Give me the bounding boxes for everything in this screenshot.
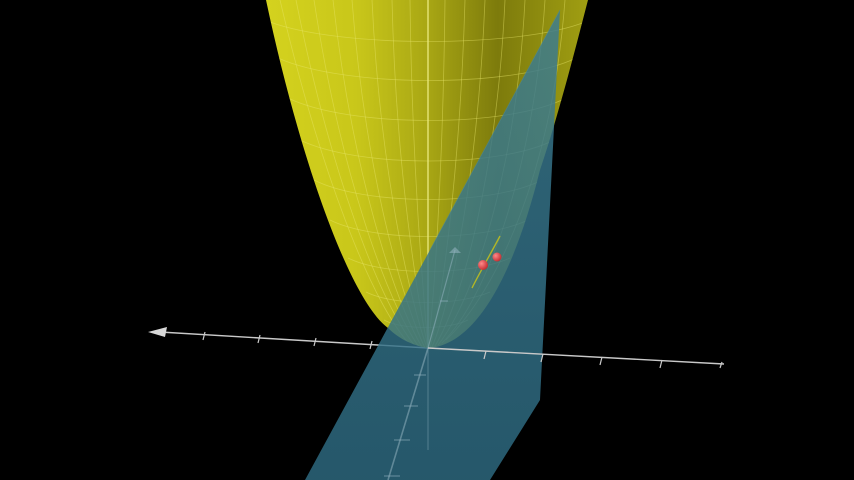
arrow-up-icon xyxy=(449,247,461,253)
tangent-plane[interactable] xyxy=(305,9,561,480)
point-a[interactable] xyxy=(478,260,488,270)
x-axis-near xyxy=(427,347,725,369)
arrow-left-icon xyxy=(148,327,167,337)
points-of-tangency[interactable] xyxy=(471,235,502,289)
point-b[interactable] xyxy=(492,252,502,262)
y-axis xyxy=(384,247,461,480)
